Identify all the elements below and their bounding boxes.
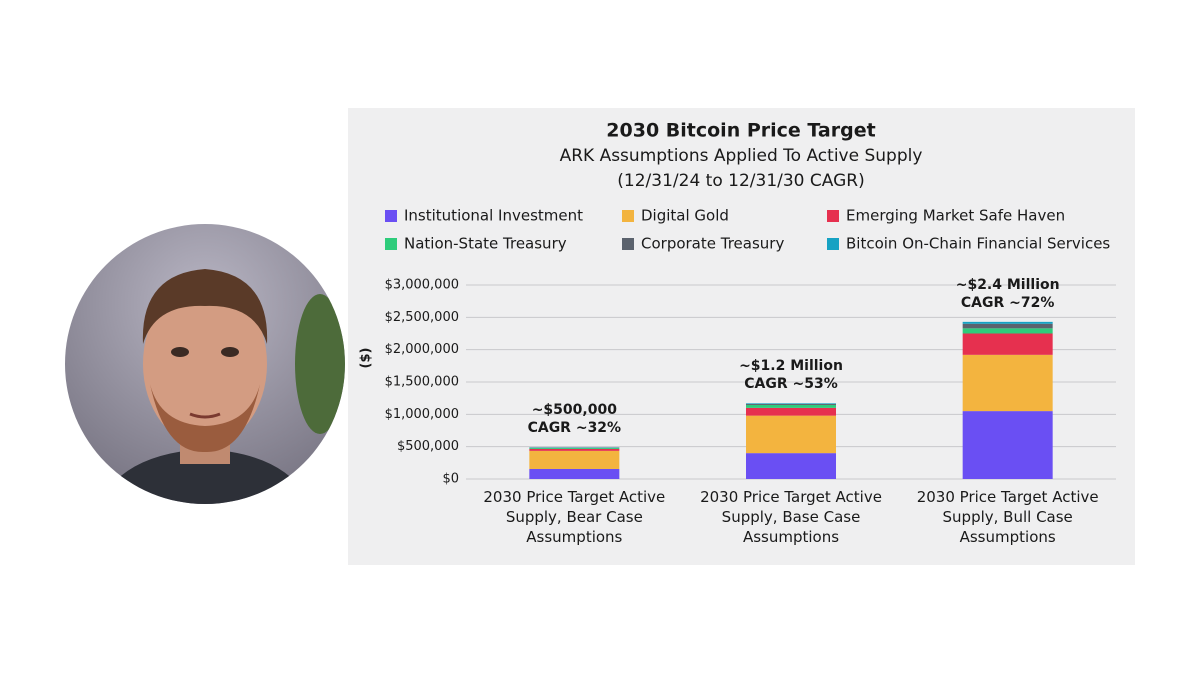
bar-segment bbox=[746, 453, 836, 479]
x-tick-label: 2030 Price Target Active Supply, Base Ca… bbox=[700, 488, 882, 546]
bar-annotation: ~$2.4 Million bbox=[955, 276, 1060, 293]
bar-segment bbox=[746, 403, 836, 405]
legend-swatch bbox=[827, 210, 839, 222]
bar-segment bbox=[962, 328, 1053, 334]
y-tick-label: $1,500,000 bbox=[385, 375, 459, 390]
y-tick-label: $2,000,000 bbox=[385, 342, 459, 357]
legend-label: Bitcoin On-Chain Financial Services bbox=[846, 235, 1110, 253]
bar-segment bbox=[746, 415, 836, 454]
x-tick-label: 2030 Price Target Active Supply, Bull Ca… bbox=[916, 488, 1099, 546]
bar-segment bbox=[746, 403, 836, 404]
chart-title: 2030 Bitcoin Price Target bbox=[606, 120, 875, 142]
presenter-photo bbox=[65, 224, 345, 504]
chart-subtitle: (12/31/24 to 12/31/30 CAGR) bbox=[617, 171, 864, 191]
bar-annotation: CAGR ~53% bbox=[744, 376, 838, 393]
legend-label: Emerging Market Safe Haven bbox=[846, 207, 1065, 225]
legend-label: Nation-State Treasury bbox=[404, 235, 567, 253]
bar-annotation: ~$500,000 bbox=[531, 402, 617, 419]
bar-segment bbox=[529, 448, 620, 451]
bar-segment bbox=[746, 407, 836, 416]
legend-label: Corporate Treasury bbox=[641, 235, 784, 253]
chart-panel: 2030 Bitcoin Price Target ARK Assumption… bbox=[348, 108, 1135, 565]
legend-swatch bbox=[622, 238, 634, 250]
bar-annotation: CAGR ~72% bbox=[960, 294, 1055, 311]
y-tick-label: $0 bbox=[442, 472, 459, 487]
bar-segment bbox=[746, 404, 836, 408]
y-tick-label: $2,500,000 bbox=[385, 310, 459, 325]
bar-segment bbox=[529, 450, 620, 469]
bar-segment bbox=[962, 411, 1053, 479]
chart-subtitle: ARK Assumptions Applied To Active Supply bbox=[560, 146, 923, 166]
legend-label: Digital Gold bbox=[641, 207, 729, 225]
legend-label: Institutional Investment bbox=[404, 207, 583, 225]
y-tick-label: $500,000 bbox=[397, 439, 459, 454]
bar-segment bbox=[962, 354, 1053, 412]
bar-annotation: ~$1.2 Million bbox=[739, 358, 843, 375]
bar-segment bbox=[529, 468, 620, 479]
legend-swatch bbox=[622, 210, 634, 222]
bar-annotation: CAGR ~32% bbox=[527, 420, 622, 437]
legend-swatch bbox=[385, 210, 397, 222]
bar-segment bbox=[529, 447, 620, 449]
bar-segment bbox=[962, 321, 1053, 324]
bar-segment bbox=[962, 333, 1053, 355]
x-tick-label: 2030 Price Target Active Supply, Bear Ca… bbox=[483, 488, 666, 546]
legend-swatch bbox=[385, 238, 397, 250]
chart: 2030 Bitcoin Price Target ARK Assumption… bbox=[359, 120, 1116, 487]
y-tick-label: $1,000,000 bbox=[385, 407, 459, 422]
y-axis-label: ($) bbox=[359, 348, 374, 369]
bar-segment bbox=[962, 323, 1053, 329]
y-tick-label: $3,000,000 bbox=[385, 278, 459, 293]
legend-swatch bbox=[827, 238, 839, 250]
